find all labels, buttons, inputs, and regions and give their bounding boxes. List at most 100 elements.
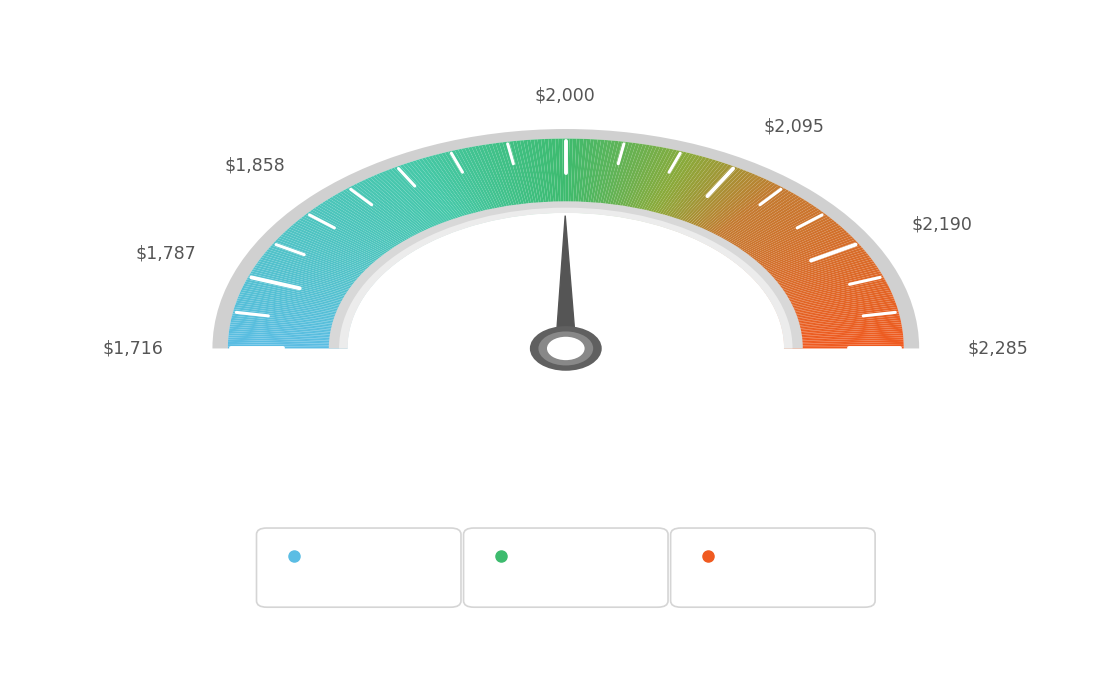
Wedge shape: [233, 309, 351, 324]
Wedge shape: [325, 200, 412, 254]
Wedge shape: [720, 200, 807, 254]
Wedge shape: [278, 236, 382, 277]
Wedge shape: [268, 247, 374, 284]
Wedge shape: [315, 206, 405, 258]
Wedge shape: [344, 188, 425, 246]
Wedge shape: [571, 139, 576, 213]
Wedge shape: [671, 164, 732, 230]
Wedge shape: [288, 227, 388, 271]
Wedge shape: [750, 236, 853, 277]
Wedge shape: [379, 172, 447, 235]
Wedge shape: [588, 140, 605, 214]
Wedge shape: [730, 210, 821, 260]
FancyBboxPatch shape: [464, 528, 668, 607]
Wedge shape: [722, 201, 809, 255]
Wedge shape: [368, 177, 439, 239]
Wedge shape: [768, 271, 881, 300]
Wedge shape: [348, 213, 784, 348]
Wedge shape: [602, 141, 626, 215]
Wedge shape: [496, 143, 522, 216]
Text: $2,285: $2,285: [968, 339, 1029, 357]
Wedge shape: [265, 251, 372, 287]
Wedge shape: [229, 339, 348, 344]
Wedge shape: [471, 146, 507, 218]
Wedge shape: [329, 197, 415, 252]
Wedge shape: [641, 152, 687, 222]
Wedge shape: [764, 261, 874, 293]
Wedge shape: [753, 239, 857, 279]
Wedge shape: [348, 187, 427, 245]
Wedge shape: [531, 139, 545, 214]
Wedge shape: [715, 195, 799, 250]
Wedge shape: [769, 273, 882, 302]
Wedge shape: [238, 294, 355, 315]
Wedge shape: [364, 179, 437, 239]
Wedge shape: [337, 193, 420, 248]
Wedge shape: [637, 150, 680, 221]
Wedge shape: [783, 324, 902, 334]
Wedge shape: [499, 142, 524, 216]
Wedge shape: [448, 151, 492, 221]
Wedge shape: [777, 296, 894, 316]
Wedge shape: [698, 181, 773, 241]
Wedge shape: [673, 166, 735, 231]
Wedge shape: [413, 161, 469, 228]
Wedge shape: [659, 159, 713, 226]
Wedge shape: [312, 208, 404, 259]
Wedge shape: [230, 322, 349, 333]
Wedge shape: [235, 303, 353, 320]
Wedge shape: [779, 305, 898, 322]
Wedge shape: [251, 271, 363, 300]
Wedge shape: [297, 220, 393, 266]
Wedge shape: [612, 143, 639, 216]
Wedge shape: [631, 148, 670, 219]
Wedge shape: [731, 211, 824, 261]
Wedge shape: [763, 259, 873, 292]
Wedge shape: [523, 140, 541, 214]
Wedge shape: [548, 139, 556, 213]
Wedge shape: [359, 181, 434, 241]
Wedge shape: [775, 290, 891, 312]
Wedge shape: [627, 147, 664, 219]
Wedge shape: [667, 162, 725, 229]
Wedge shape: [242, 286, 358, 309]
Wedge shape: [350, 186, 428, 244]
Text: $1,716: $1,716: [103, 339, 163, 357]
Wedge shape: [682, 171, 750, 235]
Text: $2,000: $2,000: [534, 86, 595, 104]
Wedge shape: [776, 292, 892, 313]
Wedge shape: [784, 337, 903, 343]
Wedge shape: [465, 148, 502, 219]
Wedge shape: [784, 335, 903, 342]
Wedge shape: [739, 220, 835, 266]
Wedge shape: [704, 187, 784, 245]
Wedge shape: [586, 139, 601, 214]
Wedge shape: [639, 151, 683, 221]
Wedge shape: [747, 233, 849, 275]
Wedge shape: [784, 333, 903, 340]
Wedge shape: [342, 190, 423, 247]
Wedge shape: [734, 215, 828, 263]
Wedge shape: [280, 234, 383, 276]
Wedge shape: [322, 201, 410, 255]
Wedge shape: [233, 311, 351, 326]
Wedge shape: [745, 228, 846, 273]
Wedge shape: [726, 206, 817, 258]
Wedge shape: [275, 239, 379, 279]
Wedge shape: [410, 161, 467, 228]
Wedge shape: [230, 326, 349, 336]
Wedge shape: [317, 205, 406, 257]
Wedge shape: [435, 154, 484, 224]
Wedge shape: [513, 141, 534, 215]
Wedge shape: [709, 190, 789, 247]
Text: ($2,285): ($2,285): [734, 574, 811, 592]
Wedge shape: [575, 139, 584, 213]
Wedge shape: [595, 141, 615, 215]
Wedge shape: [438, 153, 486, 223]
Wedge shape: [761, 253, 869, 288]
Wedge shape: [240, 292, 355, 313]
Wedge shape: [236, 301, 353, 319]
Wedge shape: [665, 161, 722, 228]
Wedge shape: [230, 324, 349, 334]
Wedge shape: [703, 186, 782, 244]
